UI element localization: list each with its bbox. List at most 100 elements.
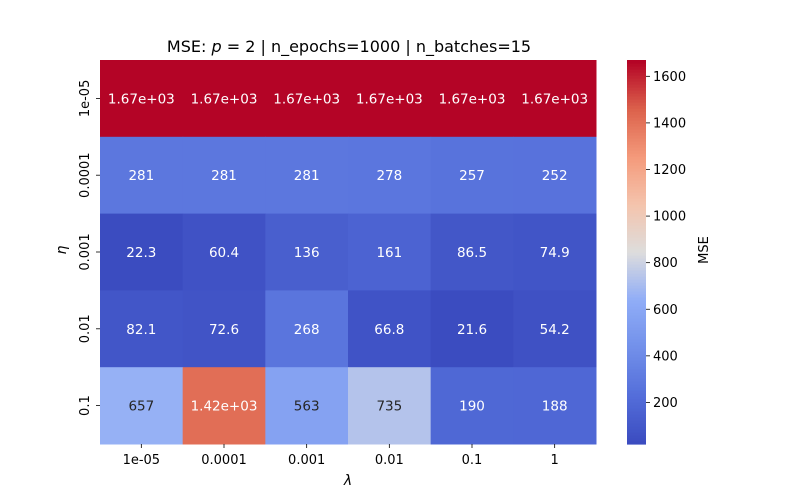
colorbar-segment xyxy=(627,120,646,124)
colorbar-segment xyxy=(627,303,646,307)
colorbar-segment xyxy=(627,342,646,346)
colorbar-tick-label: 1200 xyxy=(653,163,686,178)
heatmap-cell xyxy=(513,367,597,445)
colorbar-segment xyxy=(627,378,646,382)
colorbar-segment xyxy=(627,66,646,70)
colorbar-segment xyxy=(627,78,646,82)
x-tick-label: 1e-05 xyxy=(123,453,161,468)
cell-annotation: 1.67e+03 xyxy=(191,91,258,107)
colorbar-segment xyxy=(627,60,646,64)
colorbar-segment xyxy=(627,81,646,85)
colorbar-segment xyxy=(627,69,646,73)
colorbar-segment xyxy=(627,423,646,427)
colorbar-segment xyxy=(627,216,646,220)
heatmap-cell xyxy=(265,290,349,368)
colorbar-segment xyxy=(627,63,646,67)
colorbar-segment xyxy=(627,168,646,172)
colorbar-segment xyxy=(627,210,646,214)
heatmap-cell xyxy=(265,60,349,138)
colorbar-segment xyxy=(627,132,646,136)
colorbar-segment xyxy=(627,252,646,256)
colorbar-segment xyxy=(627,294,646,298)
x-axis-ticks: 1e-05 0.0001 0.001 0.01 0.1 1 xyxy=(123,444,559,468)
cell-annotation: 735 xyxy=(376,399,402,415)
cell-annotation: 278 xyxy=(376,168,402,184)
cell-annotation: 257 xyxy=(459,168,485,184)
y-tick-label: 0.1 xyxy=(78,395,93,416)
colorbar-segment xyxy=(627,429,646,433)
colorbar-segment xyxy=(627,87,646,91)
colorbar-segment xyxy=(627,72,646,76)
colorbar-segment xyxy=(627,315,646,319)
colorbar-segment xyxy=(627,351,646,355)
colorbar-segment xyxy=(627,387,646,391)
colorbar-tick-label: 800 xyxy=(653,256,678,271)
cell-annotation: 161 xyxy=(376,245,402,261)
heatmap-cell xyxy=(430,136,514,215)
colorbar-segment xyxy=(627,432,646,436)
cell-annotation: 281 xyxy=(294,168,320,184)
x-tick-label: 0.001 xyxy=(288,453,325,468)
cell-annotation: 281 xyxy=(211,168,237,184)
colorbar-segment xyxy=(627,162,646,166)
heatmap-cell xyxy=(430,60,514,138)
cell-annotation: 74.9 xyxy=(540,245,570,261)
colorbar-segment xyxy=(627,123,646,127)
colorbar-segment xyxy=(627,111,646,115)
colorbar-segment xyxy=(627,96,646,100)
cell-annotation: 136 xyxy=(294,245,320,261)
heatmap-cell xyxy=(348,213,432,291)
colorbar-segment xyxy=(627,219,646,223)
colorbar-segment xyxy=(627,75,646,79)
colorbar-segment xyxy=(627,291,646,295)
heatmap-cells xyxy=(100,60,597,445)
heatmap-cell xyxy=(430,367,514,445)
colorbar-tick-label: 1600 xyxy=(653,70,686,85)
colorbar-segment xyxy=(627,411,646,415)
colorbar-segment xyxy=(627,138,646,142)
cell-annotation: 1.67e+03 xyxy=(439,91,506,107)
colorbar-segment xyxy=(627,414,646,418)
colorbar-segment xyxy=(627,393,646,397)
colorbar-segment xyxy=(627,261,646,265)
heatmap-cell xyxy=(265,213,349,291)
colorbar-segment xyxy=(627,141,646,145)
colorbar-segment xyxy=(627,318,646,322)
colorbar-segment xyxy=(627,135,646,139)
cell-annotation: 1.67e+03 xyxy=(521,91,588,107)
cell-annotation: 60.4 xyxy=(209,245,239,261)
colorbar-tick-label: 600 xyxy=(653,303,678,318)
colorbar-segment xyxy=(627,276,646,280)
colorbar-segment xyxy=(627,201,646,205)
colorbar-tick-label: 200 xyxy=(653,396,678,411)
colorbar-segment xyxy=(627,129,646,133)
colorbar-segment xyxy=(627,117,646,121)
heatmap-cell xyxy=(100,136,184,215)
colorbar-segment xyxy=(627,255,646,259)
colorbar-segment xyxy=(627,93,646,97)
cell-annotation: 21.6 xyxy=(457,322,487,338)
colorbar-segment xyxy=(627,186,646,190)
colorbar-segment xyxy=(627,426,646,430)
cell-annotation: 657 xyxy=(128,399,154,415)
colorbar-segment xyxy=(627,126,646,130)
colorbar-segment xyxy=(627,267,646,271)
colorbar-segment xyxy=(627,306,646,310)
colorbar-segment xyxy=(627,420,646,424)
colorbar-segment xyxy=(627,108,646,112)
x-tick-label: 0.0001 xyxy=(201,453,247,468)
cell-annotation: 1.42e+03 xyxy=(191,399,258,415)
colorbar: 200 400 600 800 1000 1200 1400 1600 xyxy=(627,60,686,445)
colorbar-segment xyxy=(627,228,646,232)
heatmap-cell xyxy=(430,290,514,368)
colorbar-segment xyxy=(627,240,646,244)
colorbar-segment xyxy=(627,165,646,169)
colorbar-segment xyxy=(627,156,646,160)
colorbar-segment xyxy=(627,249,646,253)
x-tick-label: 0.1 xyxy=(462,453,483,468)
colorbar-segment xyxy=(627,204,646,208)
cell-annotation: 66.8 xyxy=(374,322,404,338)
colorbar-segment xyxy=(627,207,646,211)
colorbar-label: MSE xyxy=(697,236,712,264)
colorbar-segment xyxy=(627,408,646,412)
